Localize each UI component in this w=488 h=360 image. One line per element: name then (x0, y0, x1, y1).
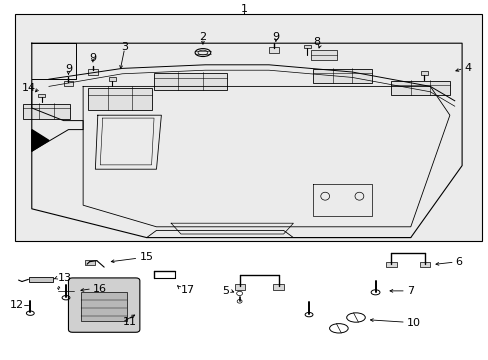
Text: 9: 9 (272, 32, 279, 42)
Text: 4: 4 (464, 63, 471, 73)
Text: 6: 6 (455, 257, 462, 267)
Text: 13: 13 (58, 273, 72, 283)
Bar (312, 69, 371, 83)
Text: 11: 11 (123, 317, 137, 327)
Bar (268, 47, 278, 53)
Text: 3: 3 (121, 42, 128, 52)
Bar (272, 284, 283, 290)
Bar (88, 69, 98, 75)
Bar (63, 81, 73, 86)
Bar (154, 73, 227, 90)
Bar (420, 71, 427, 75)
Bar (84, 260, 95, 265)
Text: 8: 8 (313, 37, 320, 48)
Bar (419, 262, 429, 267)
Text: 5: 5 (222, 286, 228, 296)
Text: 15: 15 (139, 252, 153, 262)
Text: 10: 10 (406, 318, 420, 328)
Text: 12: 12 (9, 300, 23, 310)
Bar (81, 292, 127, 321)
Bar (386, 262, 396, 267)
Bar (109, 77, 116, 81)
Bar (310, 50, 337, 60)
Bar (29, 277, 53, 282)
Polygon shape (32, 130, 49, 151)
Text: 9: 9 (65, 64, 72, 74)
Bar (303, 45, 310, 48)
Text: 7: 7 (406, 286, 413, 296)
Text: 16: 16 (93, 284, 107, 294)
Text: 9: 9 (89, 53, 96, 63)
Text: 14: 14 (22, 83, 36, 93)
Bar (15, 14, 481, 241)
Bar (38, 94, 45, 97)
Bar (88, 88, 151, 110)
Text: 2: 2 (199, 32, 206, 42)
FancyBboxPatch shape (68, 278, 140, 332)
Text: 1: 1 (241, 4, 247, 14)
Text: 17: 17 (181, 285, 195, 295)
Bar (390, 81, 449, 95)
Bar (234, 284, 245, 290)
Bar (23, 104, 70, 119)
